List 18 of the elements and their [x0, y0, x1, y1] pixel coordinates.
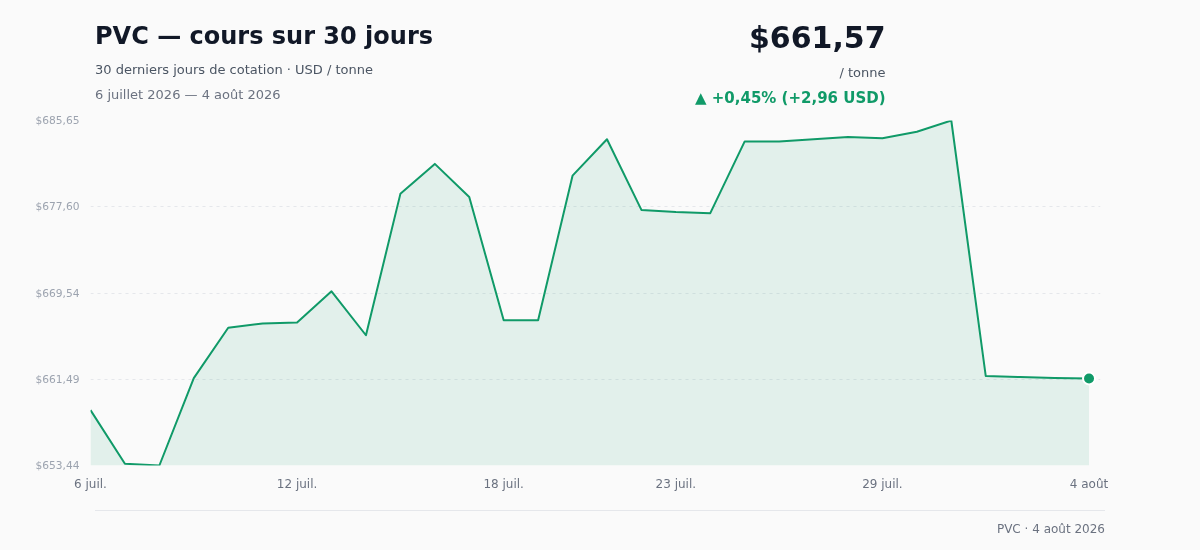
y-tick-label: $653,44 — [35, 459, 80, 472]
text: $661,57 — [747, 19, 886, 57]
y-tick-label: $669,54 — [35, 286, 80, 300]
y-tick-label: $677,60 — [35, 200, 80, 214]
x-tick-label: 12 juil. — [276, 476, 318, 491]
x-tick-label: 6 juil. — [74, 476, 107, 491]
text: 6 juillet 2026 — 4 août 2026 — [95, 85, 282, 104]
text: PVC · 4 août 2026 — [95, 510, 1105, 539]
y-tick-label: $661,49 — [35, 372, 80, 386]
x-tick-label: 23 juil. — [655, 476, 697, 491]
chart-title: PVC — cours sur 30 jours — [95, 21, 434, 52]
x-tick-label: 29 juil. — [862, 476, 903, 491]
text: / tonne — [838, 63, 886, 82]
y-tick-label: $685,65 — [35, 114, 80, 127]
x-tick-label: 4 août — [1069, 476, 1109, 491]
text: ▲ +0,45% (+2,96 USD) — [695, 88, 886, 110]
chart-subtitle: 30 derniers jours de cotation · USD / tonne — [95, 61, 374, 80]
x-tick-label: 18 juil. — [483, 476, 524, 491]
